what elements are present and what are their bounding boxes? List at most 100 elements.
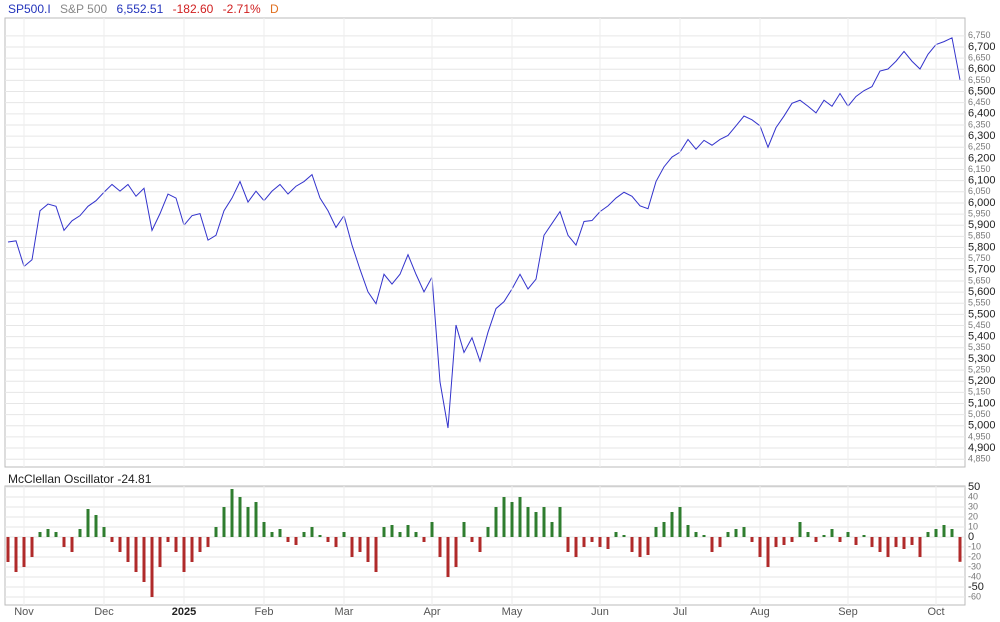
osc-bar (814, 537, 818, 542)
osc-bar (142, 537, 146, 582)
y-tick-label: 5,250 (968, 364, 991, 374)
osc-bar (798, 522, 802, 537)
osc-bar (150, 537, 154, 597)
osc-bar (254, 502, 258, 537)
x-tick-label: Sep (838, 606, 858, 618)
x-tick-label: Aug (750, 606, 770, 618)
osc-bar (398, 532, 402, 537)
osc-bar (542, 507, 546, 537)
osc-bar (262, 522, 266, 537)
osc-bar (158, 537, 162, 567)
osc-bar (38, 532, 42, 537)
osc-bar (190, 537, 194, 562)
y-tick-label: 5,700 (968, 264, 996, 276)
osc-bar (182, 537, 186, 572)
osc-bar (718, 537, 722, 547)
osc-bar (958, 537, 962, 562)
osc-bar (446, 537, 450, 577)
x-tick-label: May (502, 606, 523, 618)
osc-bar (518, 497, 522, 537)
osc-bar (374, 537, 378, 572)
y-tick-label: 6,200 (968, 152, 996, 164)
osc-bar (926, 532, 930, 537)
osc-bar (438, 537, 442, 557)
osc-bar (534, 512, 538, 537)
osc-bar (558, 507, 562, 537)
index-name: S&P 500 (60, 2, 108, 16)
osc-bar (326, 537, 330, 542)
y-tick-label: 6,450 (968, 97, 991, 107)
osc-bar (646, 537, 650, 555)
y-tick-label: -10 (968, 541, 981, 551)
osc-bar (582, 537, 586, 547)
y-tick-label: 6,550 (968, 75, 991, 85)
change: -182.60 (172, 2, 214, 16)
x-tick-label: Jun (591, 606, 609, 618)
osc-bar (606, 537, 610, 549)
y-tick-label: 40 (968, 491, 978, 501)
y-tick-label: 5,500 (968, 308, 996, 320)
osc-bar (950, 529, 954, 537)
osc-bar (454, 537, 458, 567)
y-tick-label: 6,600 (968, 63, 996, 75)
osc-bar (894, 537, 898, 547)
osc-bar (462, 522, 466, 537)
y-tick-label: -30 (968, 561, 981, 571)
osc-bar (526, 507, 530, 537)
osc-bar (502, 497, 506, 537)
osc-bar (822, 535, 826, 537)
osc-bar (838, 537, 842, 542)
y-tick-label: 4,900 (968, 442, 996, 454)
osc-bar (678, 507, 682, 537)
osc-bar (334, 537, 338, 547)
y-tick-label: 6,100 (968, 175, 996, 187)
y-tick-label: 6,400 (968, 108, 996, 120)
osc-bar (174, 537, 178, 552)
y-tick-label: 20 (968, 511, 978, 521)
y-tick-label: 5,100 (968, 397, 996, 409)
y-tick-label: 5,000 (968, 420, 996, 432)
osc-bar (318, 535, 322, 537)
y-tick-label: 4,850 (968, 454, 991, 464)
y-tick-label: 5,600 (968, 286, 996, 298)
interval: D (270, 2, 279, 16)
y-tick-label: 10 (968, 521, 978, 531)
osc-last: -24.81 (117, 472, 152, 486)
osc-bar (766, 537, 770, 567)
osc-bar (302, 532, 306, 537)
y-tick-label: 5,450 (968, 320, 991, 330)
y-tick-label: 6,350 (968, 119, 991, 129)
osc-bar (910, 537, 914, 545)
osc-bar (630, 537, 634, 552)
osc-bar (510, 502, 514, 537)
osc-bar (414, 532, 418, 537)
osc-bar (214, 527, 218, 537)
osc-bar (478, 537, 482, 552)
osc-header: McClellan Oscillator -24.81 (8, 472, 151, 486)
osc-bar (486, 527, 490, 537)
osc-bar (902, 537, 906, 549)
osc-bar (54, 532, 58, 537)
osc-bar (206, 537, 210, 547)
y-tick-label: 5,300 (968, 353, 996, 365)
osc-bar (590, 537, 594, 542)
osc-bar (742, 527, 746, 537)
osc-bar (726, 532, 730, 537)
osc-bar (686, 525, 690, 537)
osc-title: McClellan Oscillator (8, 472, 115, 486)
osc-bar (230, 489, 234, 537)
osc-bar (62, 537, 66, 547)
x-tick-label: Apr (423, 606, 440, 618)
osc-bar (366, 537, 370, 562)
last-price: 6,552.51 (116, 2, 164, 16)
y-tick-label: 6,300 (968, 130, 996, 142)
osc-bar (126, 537, 130, 562)
osc-bar (918, 537, 922, 557)
y-tick-label: 5,050 (968, 409, 991, 419)
y-tick-label: 0 (968, 531, 974, 543)
osc-bar (806, 532, 810, 537)
osc-bar (246, 507, 250, 537)
y-tick-label: 30 (968, 501, 978, 511)
y-tick-label: 6,250 (968, 142, 991, 152)
